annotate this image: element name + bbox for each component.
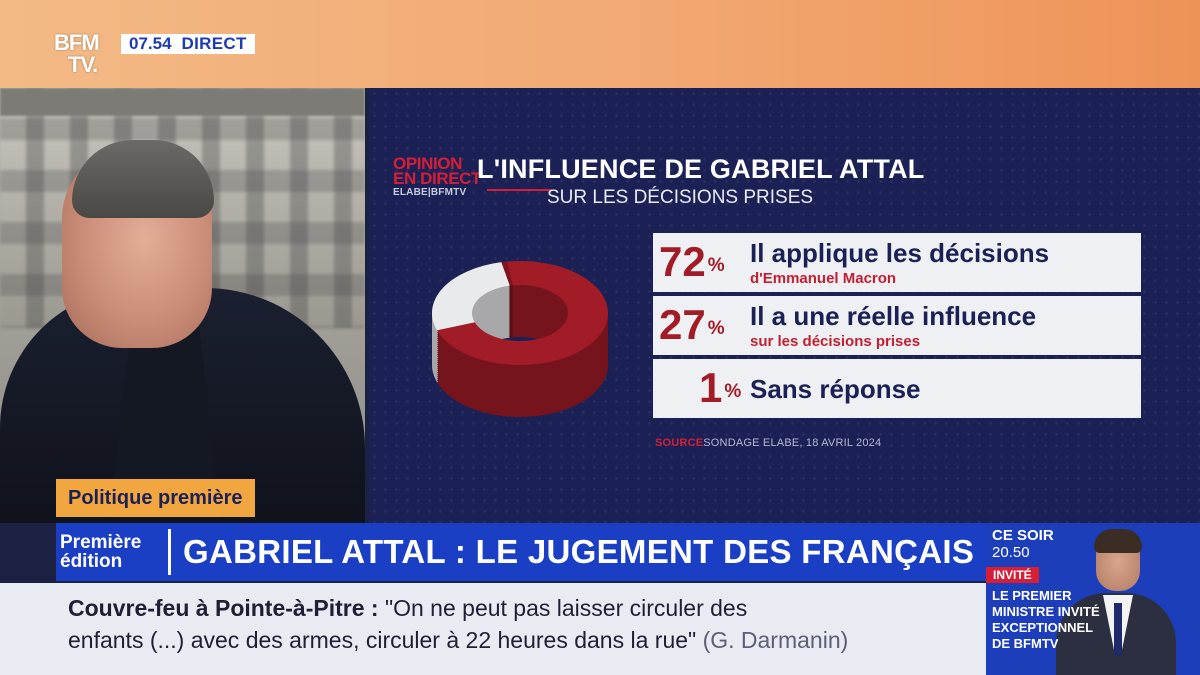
opinion-en-direct-badge: OPINION EN DIRECT ELABE|BFMTV (393, 154, 483, 198)
donut-chart (425, 238, 635, 428)
ticker-line-1: Couvre-feu à Pointe-à-Pitre : "On ne peu… (68, 595, 747, 622)
result-detail: sur les décisions prises (750, 333, 921, 350)
studio-video-feed (0, 88, 365, 523)
badge-line-1: OPINION (393, 154, 462, 173)
result-percent: 27% (659, 302, 725, 348)
headline-bar: Première édition GABRIEL ATTAL : LE JUGE… (56, 523, 986, 581)
badge-line-3: ELABE|BFMTV (393, 187, 467, 198)
edition-label: Première édition (56, 523, 168, 581)
logo-line-1: BFM (54, 30, 100, 55)
chart-subtitle: SUR LES DÉCISIONS PRISES (547, 187, 814, 208)
live-label: DIRECT (181, 34, 247, 53)
result-detail: d'Emmanuel Macron (750, 270, 897, 287)
donut-chart-svg (432, 261, 608, 417)
tonight-promo: CE SOIR 20.50 INVITÉ LE PREMIER MINISTRE… (986, 523, 1200, 675)
guest-hair (1094, 529, 1142, 553)
ticker-quote-2: enfants (...) avec des armes, circuler à… (68, 627, 697, 653)
result-row: 27% Il a une réelle influence sur les dé… (653, 296, 1141, 355)
ticker-attribution: (G. Darmanin) (702, 627, 849, 653)
ticker-line-2: enfants (...) avec des armes, circuler à… (68, 627, 848, 654)
live-clock: 07.54 DIRECT (121, 34, 255, 54)
donut-slice (432, 262, 510, 331)
edition-separator (168, 529, 171, 575)
guest-tie (1114, 603, 1122, 655)
segment-tag: Politique première (56, 479, 255, 517)
ticker-topic: Couvre-feu à Pointe-à-Pitre : (68, 595, 379, 621)
result-unit: % (724, 381, 742, 402)
poll-graphic-panel: OPINION EN DIRECT ELABE|BFMTV L'INFLUENC… (369, 88, 1200, 523)
current-time: 07.54 (129, 34, 172, 53)
result-label: Il a une réelle influence (750, 301, 1037, 331)
logo-line-2: TV. (68, 52, 98, 77)
promo-invite-tag: INVITÉ (986, 567, 1039, 583)
source-text: SONDAGE ELABE, 18 AVRIL 2024 (703, 437, 882, 449)
promo-hour: 20.50 (992, 544, 1030, 561)
edition-line-1: Première (60, 532, 142, 553)
badge-line-2: EN DIRECT (393, 169, 482, 188)
result-label: Il applique les décisions (750, 238, 1050, 268)
donut-slice (436, 261, 608, 365)
result-row: 72% Il applique les décisions d'Emmanuel… (653, 233, 1141, 292)
presenter-hair (72, 140, 214, 218)
result-value: 27 (659, 301, 706, 348)
result-row: 1% Sans réponse (653, 359, 1141, 418)
poll-results-list: 72% Il applique les décisions d'Emmanuel… (653, 233, 1141, 422)
title-underline (487, 189, 552, 191)
poll-source: SOURCESONDAGE ELABE, 18 AVRIL 2024 (655, 437, 881, 449)
result-value: 72 (659, 238, 706, 285)
result-label: Sans réponse (750, 374, 921, 404)
headline: GABRIEL ATTAL : LE JUGEMENT DES FRANÇAIS (183, 533, 975, 570)
promo-ce-soir: CE SOIR (992, 527, 1054, 544)
channel-top-bar: BFM TV. 07.54 DIRECT (0, 0, 1200, 88)
background-roof (0, 88, 365, 116)
result-percent: 72% (659, 239, 725, 285)
result-unit: % (707, 255, 725, 276)
bfmtv-logo: BFM TV. (54, 32, 118, 76)
edition-line-2: édition (60, 551, 123, 572)
result-unit: % (707, 318, 725, 339)
ticker-quote-1: "On ne peut pas laisser circuler des (384, 595, 748, 621)
source-label: SOURCE (655, 437, 704, 449)
result-percent: 1% (699, 365, 741, 411)
news-ticker: Couvre-feu à Pointe-à-Pitre : "On ne peu… (0, 583, 986, 675)
promo-text: LE PREMIER MINISTRE INVITÉ EXCEPTIONNEL … (992, 588, 1100, 651)
donut-slice (501, 261, 513, 286)
chart-title: L'INFLUENCE DE GABRIEL ATTAL (477, 154, 925, 184)
result-value: 1 (699, 364, 723, 411)
